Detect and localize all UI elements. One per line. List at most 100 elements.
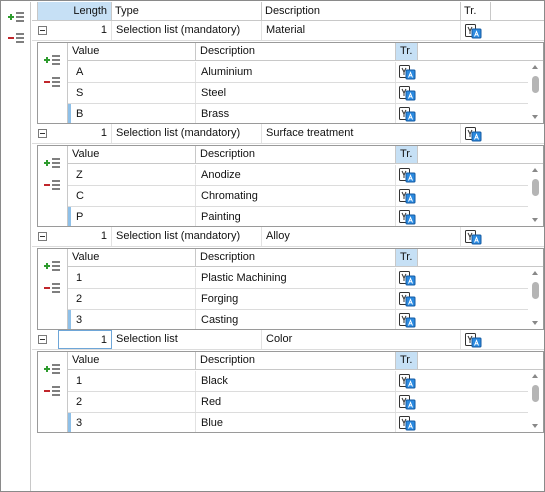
group-description[interactable]: Color: [262, 330, 461, 349]
header-type[interactable]: Type: [112, 2, 262, 21]
value-description-cell[interactable]: Red: [196, 392, 396, 412]
translate-icon[interactable]: [398, 291, 416, 307]
group-description[interactable]: Material: [262, 21, 461, 40]
value-description-cell[interactable]: Plastic Machining: [196, 268, 396, 288]
value-cell[interactable]: 1: [68, 371, 196, 391]
value-cell[interactable]: 2: [68, 289, 196, 309]
group-length[interactable]: 1: [58, 227, 112, 246]
value-row[interactable]: 1 Plastic Machining: [68, 268, 528, 289]
vertical-scrollbar[interactable]: [528, 164, 543, 226]
translate-icon[interactable]: [398, 64, 416, 80]
value-description-cell[interactable]: Blue: [196, 413, 396, 432]
value-row[interactable]: A Aluminium: [68, 62, 528, 83]
add-value-icon[interactable]: [43, 259, 61, 273]
sub-header-value[interactable]: Value: [68, 352, 196, 370]
value-row[interactable]: P Painting: [68, 207, 528, 226]
value-description-cell[interactable]: Black: [196, 371, 396, 391]
group-row[interactable]: 1 Selection list Color: [32, 330, 544, 350]
value-cell[interactable]: C: [68, 186, 196, 206]
value-cell[interactable]: 1: [68, 268, 196, 288]
header-tr[interactable]: Tr.: [461, 2, 491, 21]
vertical-scrollbar[interactable]: [528, 370, 543, 432]
translate-icon[interactable]: [464, 23, 482, 39]
group-type[interactable]: Selection list (mandatory): [112, 124, 262, 143]
value-row[interactable]: 3 Blue: [68, 413, 528, 432]
translate-icon[interactable]: [398, 312, 416, 328]
translate-icon[interactable]: [398, 415, 416, 431]
header-length[interactable]: Length: [38, 2, 112, 21]
translate-icon[interactable]: [464, 229, 482, 245]
value-description-cell[interactable]: Brass: [196, 104, 396, 123]
scroll-thumb[interactable]: [532, 76, 539, 93]
remove-value-icon[interactable]: [43, 384, 61, 398]
scroll-thumb[interactable]: [532, 282, 539, 299]
group-row[interactable]: 1 Selection list (mandatory) Surface treat…: [32, 124, 544, 144]
scroll-up-icon[interactable]: [532, 271, 538, 275]
value-cell[interactable]: P: [68, 207, 196, 226]
sub-header-tr[interactable]: Tr.: [396, 352, 418, 370]
value-description-cell[interactable]: Painting: [196, 207, 396, 226]
add-value-icon[interactable]: [43, 53, 61, 67]
scroll-up-icon[interactable]: [532, 168, 538, 172]
value-description-cell[interactable]: Forging: [196, 289, 396, 309]
remove-list-icon[interactable]: [7, 31, 25, 45]
sub-header-description[interactable]: Description: [196, 352, 396, 370]
add-list-icon[interactable]: [7, 10, 25, 24]
scroll-down-icon[interactable]: [532, 218, 538, 222]
value-description-cell[interactable]: Chromating: [196, 186, 396, 206]
collapse-toggle-icon[interactable]: [38, 26, 47, 35]
value-description-cell[interactable]: Aluminium: [196, 62, 396, 82]
translate-icon[interactable]: [398, 270, 416, 286]
add-value-icon[interactable]: [43, 362, 61, 376]
value-cell[interactable]: Z: [68, 165, 196, 185]
translate-icon[interactable]: [464, 332, 482, 348]
vertical-scrollbar[interactable]: [528, 267, 543, 329]
scroll-thumb[interactable]: [532, 385, 539, 402]
sub-header-value[interactable]: Value: [68, 43, 196, 61]
translate-icon[interactable]: [398, 167, 416, 183]
sub-header-description[interactable]: Description: [196, 43, 396, 61]
value-cell[interactable]: 3: [68, 413, 196, 432]
sub-header-tr[interactable]: Tr.: [396, 249, 418, 267]
header-description[interactable]: Description: [262, 2, 461, 21]
sub-header-tr[interactable]: Tr.: [396, 43, 418, 61]
value-row[interactable]: S Steel: [68, 83, 528, 104]
value-row[interactable]: 3 Casting: [68, 310, 528, 329]
value-description-cell[interactable]: Anodize: [196, 165, 396, 185]
value-row[interactable]: 2 Red: [68, 392, 528, 413]
translate-icon[interactable]: [398, 394, 416, 410]
sub-header-tr[interactable]: Tr.: [396, 146, 418, 164]
remove-value-icon[interactable]: [43, 281, 61, 295]
group-length[interactable]: 1: [58, 124, 112, 143]
value-cell[interactable]: S: [68, 83, 196, 103]
value-row[interactable]: 2 Forging: [68, 289, 528, 310]
group-length[interactable]: 1: [58, 330, 112, 349]
remove-value-icon[interactable]: [43, 178, 61, 192]
remove-value-icon[interactable]: [43, 75, 61, 89]
group-description[interactable]: Surface treatment: [262, 124, 461, 143]
translate-icon[interactable]: [464, 126, 482, 142]
scroll-down-icon[interactable]: [532, 115, 538, 119]
scroll-thumb[interactable]: [532, 179, 539, 196]
translate-icon[interactable]: [398, 373, 416, 389]
add-value-icon[interactable]: [43, 156, 61, 170]
group-type[interactable]: Selection list: [112, 330, 262, 349]
scroll-down-icon[interactable]: [532, 321, 538, 325]
group-type[interactable]: Selection list (mandatory): [112, 227, 262, 246]
collapse-toggle-icon[interactable]: [38, 232, 47, 241]
value-cell[interactable]: B: [68, 104, 196, 123]
group-type[interactable]: Selection list (mandatory): [112, 21, 262, 40]
translate-icon[interactable]: [398, 85, 416, 101]
value-row[interactable]: 1 Black: [68, 371, 528, 392]
value-description-cell[interactable]: Steel: [196, 83, 396, 103]
group-row[interactable]: 1 Selection list (mandatory) Material: [32, 21, 544, 41]
value-row[interactable]: Z Anodize: [68, 165, 528, 186]
value-row[interactable]: C Chromating: [68, 186, 528, 207]
translate-icon[interactable]: [398, 188, 416, 204]
group-length[interactable]: 1: [58, 21, 112, 40]
scroll-down-icon[interactable]: [532, 424, 538, 428]
translate-icon[interactable]: [398, 106, 416, 122]
translate-icon[interactable]: [398, 209, 416, 225]
collapse-toggle-icon[interactable]: [38, 335, 47, 344]
group-row[interactable]: 1 Selection list (mandatory) Alloy: [32, 227, 544, 247]
